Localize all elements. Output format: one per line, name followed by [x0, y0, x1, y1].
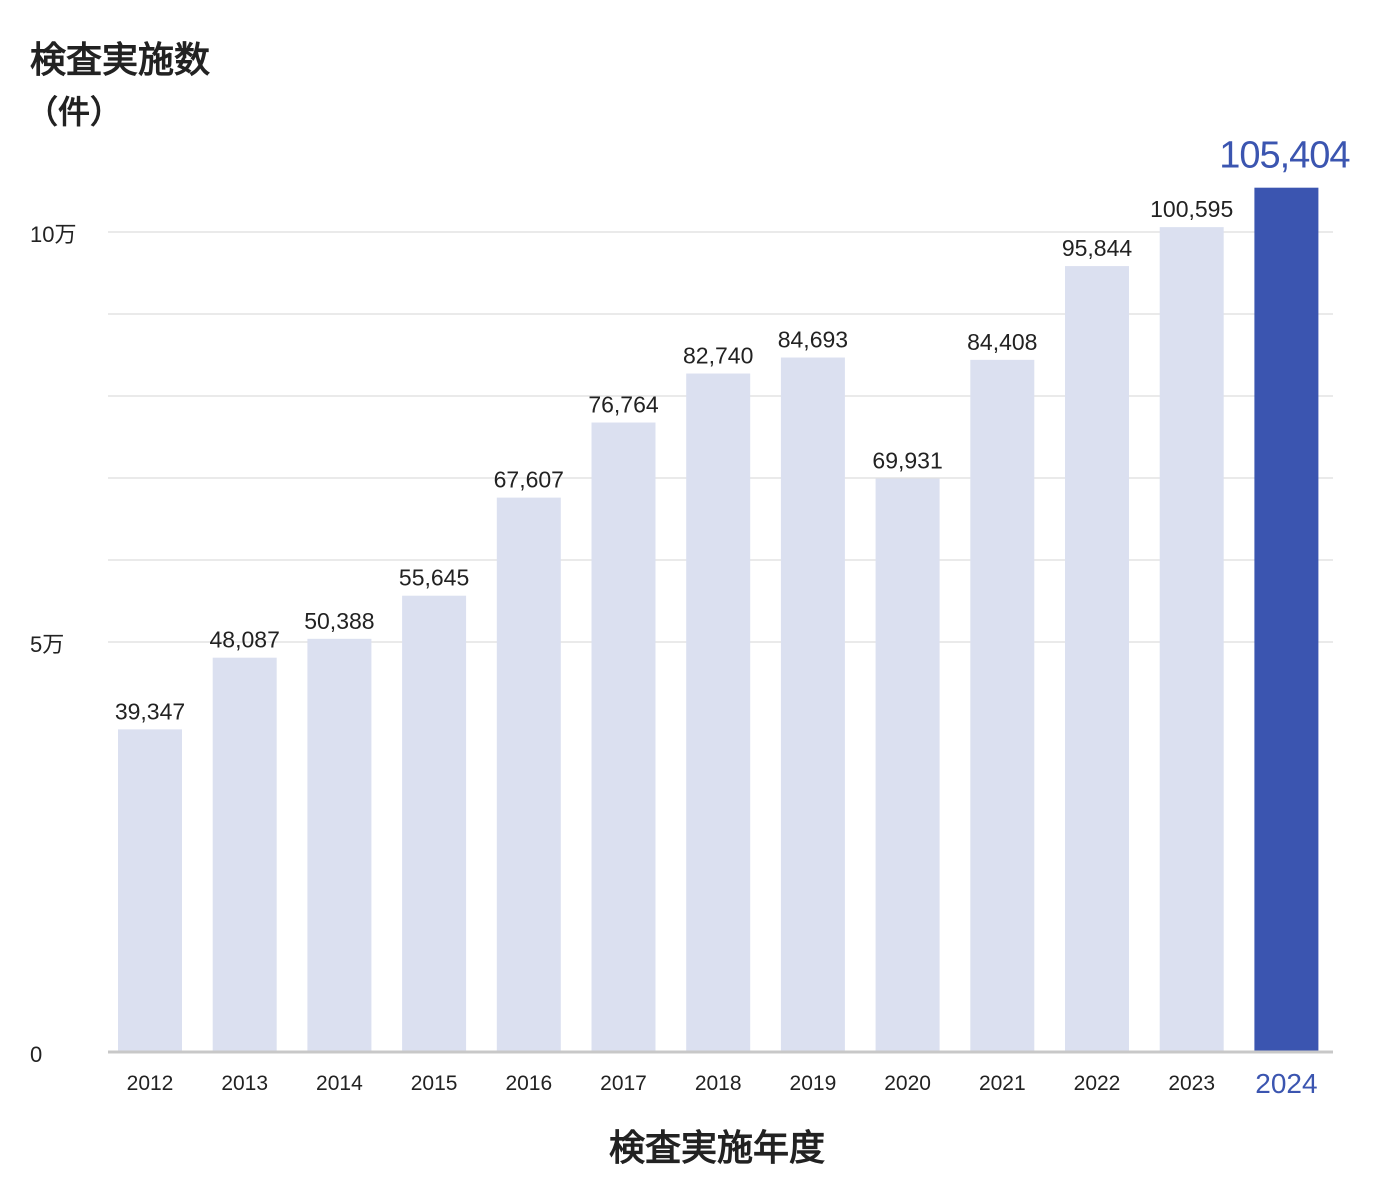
bars [118, 187, 1319, 1053]
x-tick-label: 2013 [221, 1072, 268, 1095]
value-label: 67,607 [494, 467, 564, 493]
value-label: 82,740 [683, 343, 753, 369]
x-tick-label: 2023 [1168, 1072, 1215, 1095]
bar-2018 [686, 373, 751, 1053]
value-label: 48,087 [210, 627, 280, 653]
value-label: 84,693 [778, 327, 848, 353]
value-label: 105,404 [1219, 135, 1350, 177]
bar-2017 [591, 422, 656, 1053]
bar-2020 [875, 478, 940, 1052]
y-axis-ticks: 0 5万 10万 [30, 222, 76, 1067]
x-tick-label: 2014 [316, 1072, 363, 1095]
bar-2016 [496, 497, 561, 1053]
x-tick-label: 2019 [790, 1072, 837, 1095]
value-label: 55,645 [399, 565, 469, 591]
x-axis-title: 検査実施年度 [608, 1128, 825, 1169]
bar-2014 [307, 638, 372, 1052]
x-tick-label: 2022 [1074, 1072, 1121, 1095]
bar-2022 [1065, 266, 1129, 1052]
x-tick-label: 2017 [600, 1072, 647, 1095]
x-tick-label: 2015 [411, 1072, 458, 1095]
y-tick-label: 0 [30, 1042, 42, 1067]
value-label: 95,844 [1062, 235, 1133, 261]
x-tick-label: 2020 [884, 1072, 931, 1095]
x-axis-ticks: 2012 2013 2014 2015 2016 2017 2018 2019 2020 2021… [127, 1068, 1318, 1099]
y-tick-label: 5万 [30, 632, 64, 657]
value-label: 50,388 [304, 608, 374, 634]
x-tick-label: 2012 [127, 1072, 174, 1095]
bar-2021 [970, 359, 1035, 1053]
bar-2024 [1254, 187, 1319, 1052]
value-label: 69,931 [872, 448, 942, 474]
bar-2012 [118, 729, 182, 1052]
bar-2013 [212, 657, 277, 1052]
chart-title: 検査実施数 [30, 40, 211, 81]
value-label: 76,764 [588, 392, 659, 418]
y-tick-label: 10万 [30, 222, 76, 247]
value-label: 100,595 [1150, 196, 1233, 222]
bar-2019 [780, 357, 845, 1052]
x-tick-label: 2021 [979, 1072, 1026, 1095]
x-tick-label: 2018 [695, 1072, 742, 1095]
value-label: 84,408 [967, 329, 1037, 355]
value-label: 39,347 [115, 698, 185, 724]
x-tick-label: 2024 [1255, 1068, 1317, 1099]
x-tick-label: 2016 [505, 1072, 552, 1095]
data-labels: 39,347 48,087 50,388 55,645 67,607 76,764 82,7… [115, 135, 1352, 725]
y-axis-unit: （件） [26, 93, 123, 131]
bar-2015 [402, 595, 467, 1052]
bar-2023 [1159, 227, 1224, 1053]
